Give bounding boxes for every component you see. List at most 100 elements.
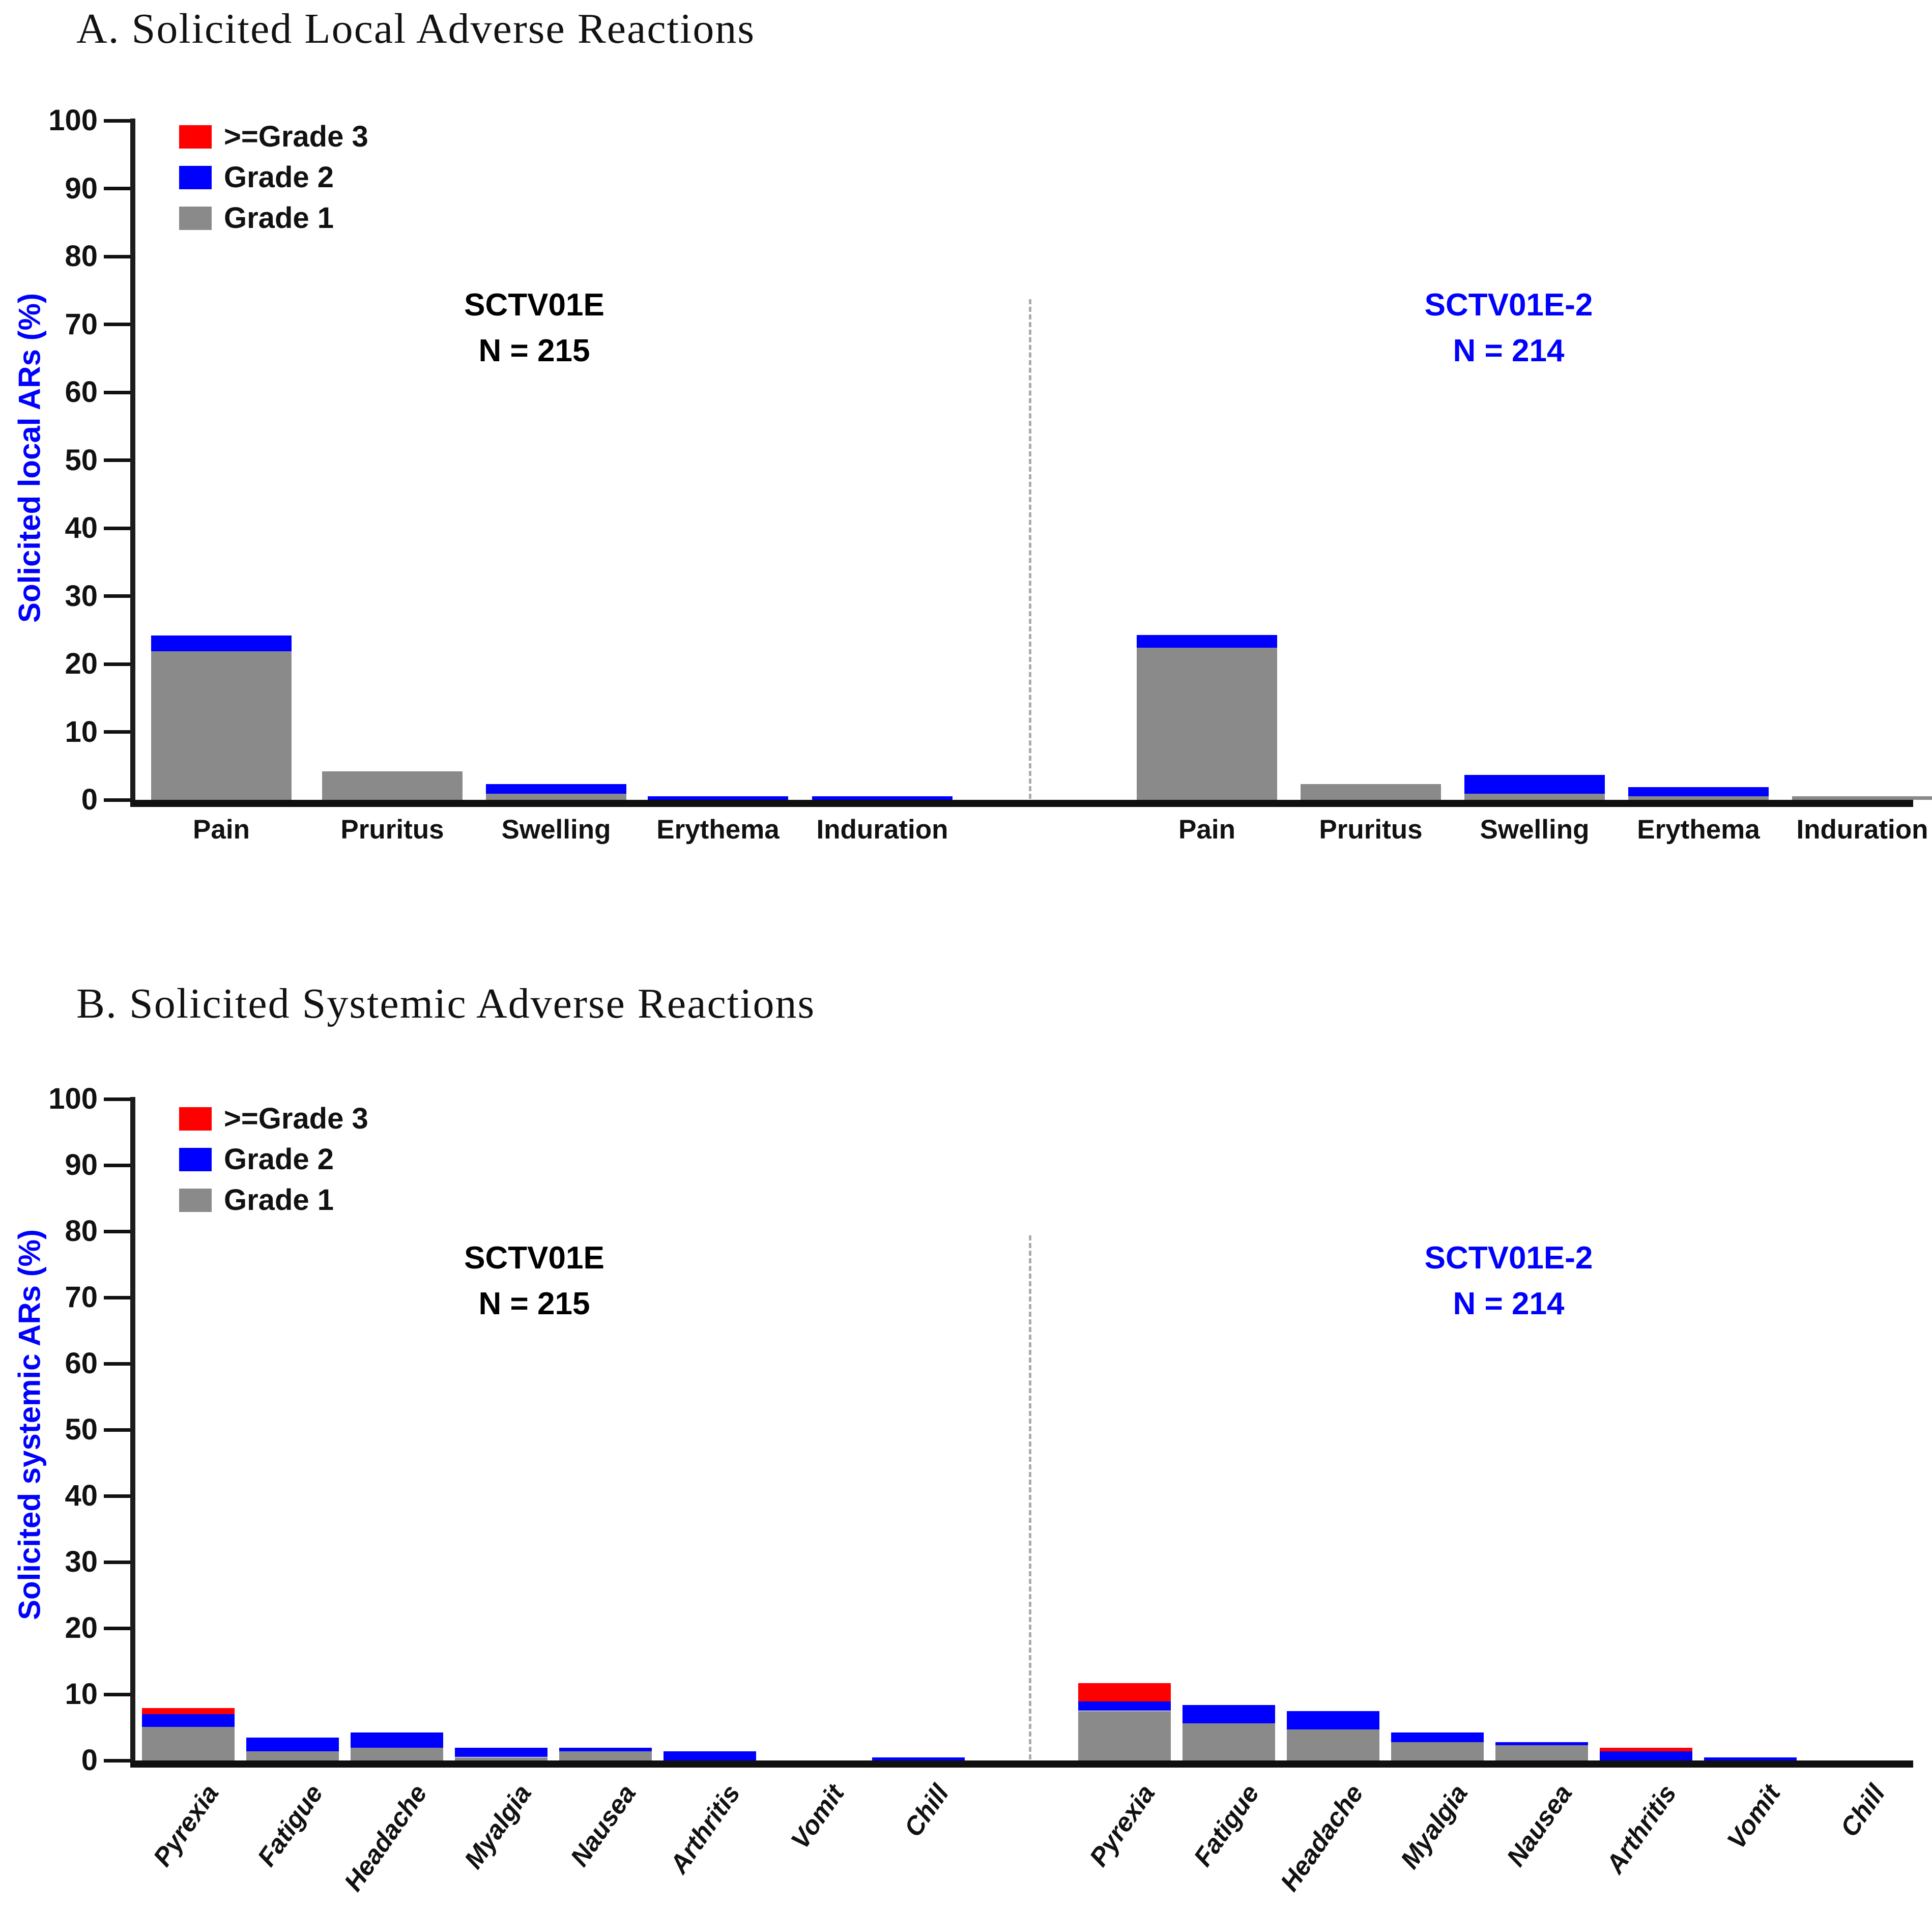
legend-label: >=Grade 3: [224, 1102, 368, 1135]
grade2-swatch-icon: [179, 166, 212, 189]
x-tick-label: Pain: [193, 815, 250, 845]
y-tick: [104, 119, 130, 123]
y-tick: [104, 1428, 130, 1432]
y-tick-label: 100: [48, 104, 98, 137]
y-tick-label: 20: [65, 647, 98, 680]
x-tick-label: Fatigue: [1188, 1779, 1265, 1872]
x-tick-label: Pain: [1178, 815, 1235, 845]
y-tick: [104, 254, 130, 258]
x-tick-label: Vomit: [785, 1779, 850, 1855]
y-tick-label: 50: [65, 443, 98, 477]
x-tick-label: Swelling: [1480, 815, 1590, 845]
y-tick-label: 50: [65, 1413, 98, 1446]
legend-label: Grade 1: [224, 201, 334, 235]
group-name: SCTV01E-2: [1424, 1240, 1593, 1276]
bar-segment-grade2: [151, 635, 292, 651]
panel-b-title: B. Solicited Systemic Adverse Reactions: [76, 980, 816, 1027]
bar-segment-grade2: [455, 1748, 547, 1757]
bar-segment-grade1: [1078, 1711, 1171, 1760]
bar-segment-grade1: [486, 793, 626, 800]
legend-item-grade1: Grade 1: [179, 1186, 334, 1215]
group-n: N = 215: [478, 1286, 590, 1321]
y-tick: [104, 1692, 130, 1696]
y-tick-label: 80: [65, 240, 98, 273]
bar-segment-grade2: [1391, 1732, 1484, 1742]
x-tick-label: Arthritis: [664, 1779, 746, 1879]
y-tick-label: 10: [65, 1678, 98, 1711]
y-tick: [104, 1362, 130, 1366]
bar-segment-grade1: [1183, 1723, 1275, 1760]
x-tick-label: Erythema: [1637, 815, 1760, 845]
bar-segment-grade2: [1287, 1711, 1379, 1729]
x-tick-label: Nausea: [1501, 1779, 1578, 1872]
bar-segment-grade1: [1287, 1729, 1379, 1760]
legend-label: >=Grade 3: [224, 120, 368, 153]
bar-segment-grade2: [664, 1751, 756, 1760]
bar-segment-grade2: [486, 784, 626, 794]
y-tick-label: 0: [81, 783, 98, 816]
bar-segment-grade1: [1495, 1745, 1588, 1760]
group-divider: [1029, 299, 1031, 799]
legend-item-grade1: Grade 1: [179, 204, 334, 233]
y-tick: [104, 730, 130, 734]
bar-segment-grade2: [1600, 1751, 1692, 1760]
x-tick-label: Induration: [1796, 815, 1928, 845]
x-tick-label: Myalgia: [458, 1779, 537, 1874]
bar-segment-grade2: [872, 1757, 965, 1760]
grade1-swatch-icon: [179, 1189, 212, 1212]
legend-label: Grade 1: [224, 1183, 334, 1217]
group-n: N = 214: [1453, 333, 1565, 368]
bar-segment-grade2: [246, 1737, 339, 1751]
y-axis-line: [130, 119, 135, 802]
y-axis-line: [130, 1097, 135, 1762]
x-tick-label: Pruritus: [340, 815, 444, 845]
bar-segment-grade2: [1704, 1757, 1797, 1760]
bar-segment-grade2: [1628, 787, 1769, 797]
y-tick: [104, 1229, 130, 1233]
group-label-sctv01e2-panel-a: SCTV01E-2 N = 214: [1425, 282, 1593, 374]
legend-item-grade3: >=Grade 3: [179, 1104, 368, 1134]
y-tick-label: 100: [48, 1082, 98, 1115]
y-tick: [104, 1097, 130, 1101]
legend-item-grade2: Grade 2: [179, 1145, 334, 1174]
y-tick: [104, 1163, 130, 1167]
bar-segment-grade2: [1078, 1701, 1171, 1711]
x-tick-label: Induration: [816, 815, 948, 845]
grade3-swatch-icon: [179, 125, 212, 149]
bar-segment-grade1: [1137, 647, 1277, 800]
y-tick-label: 60: [65, 375, 98, 409]
group-n: N = 214: [1453, 1286, 1565, 1321]
x-tick-label: Chill: [1834, 1779, 1891, 1842]
x-tick-label: Swelling: [501, 815, 611, 845]
y-tick: [104, 594, 130, 598]
y-tick: [104, 390, 130, 394]
y-tick: [104, 1626, 130, 1630]
legend-label: Grade 2: [224, 161, 334, 194]
x-baseline: [130, 800, 1913, 807]
y-tick: [104, 187, 130, 190]
bar-segment-grade2: [351, 1732, 443, 1748]
bar-segment-grade2: [1464, 774, 1605, 794]
group-n: N = 215: [478, 333, 590, 368]
bar-segment-grade1: [151, 651, 292, 800]
bar-segment-grade2: [1183, 1704, 1275, 1724]
x-tick-label: Headache: [338, 1779, 433, 1896]
bar-segment-grade1: [322, 771, 463, 800]
bar-segment-grade1: [1464, 793, 1605, 800]
bar-segment-grade1: [246, 1751, 339, 1760]
x-tick-label: Nausea: [564, 1779, 642, 1872]
y-tick-label: 70: [65, 1281, 98, 1314]
y-tick-label: 60: [65, 1347, 98, 1380]
x-tick-label: Fatigue: [251, 1779, 329, 1872]
x-tick-label: Pyrexia: [147, 1779, 224, 1872]
y-tick-label: 80: [65, 1215, 98, 1248]
bar-segment-grade1: [142, 1726, 235, 1760]
bar-segment-grade3: [1600, 1748, 1692, 1751]
bar-segment-grade1: [1301, 784, 1441, 800]
legend-item-grade3: >=Grade 3: [179, 122, 368, 152]
y-tick-label: 40: [65, 511, 98, 544]
group-label-sctv01e2-panel-b: SCTV01E-2 N = 214: [1425, 1235, 1593, 1327]
y-tick-label: 70: [65, 307, 98, 341]
grade1-swatch-icon: [179, 207, 212, 230]
